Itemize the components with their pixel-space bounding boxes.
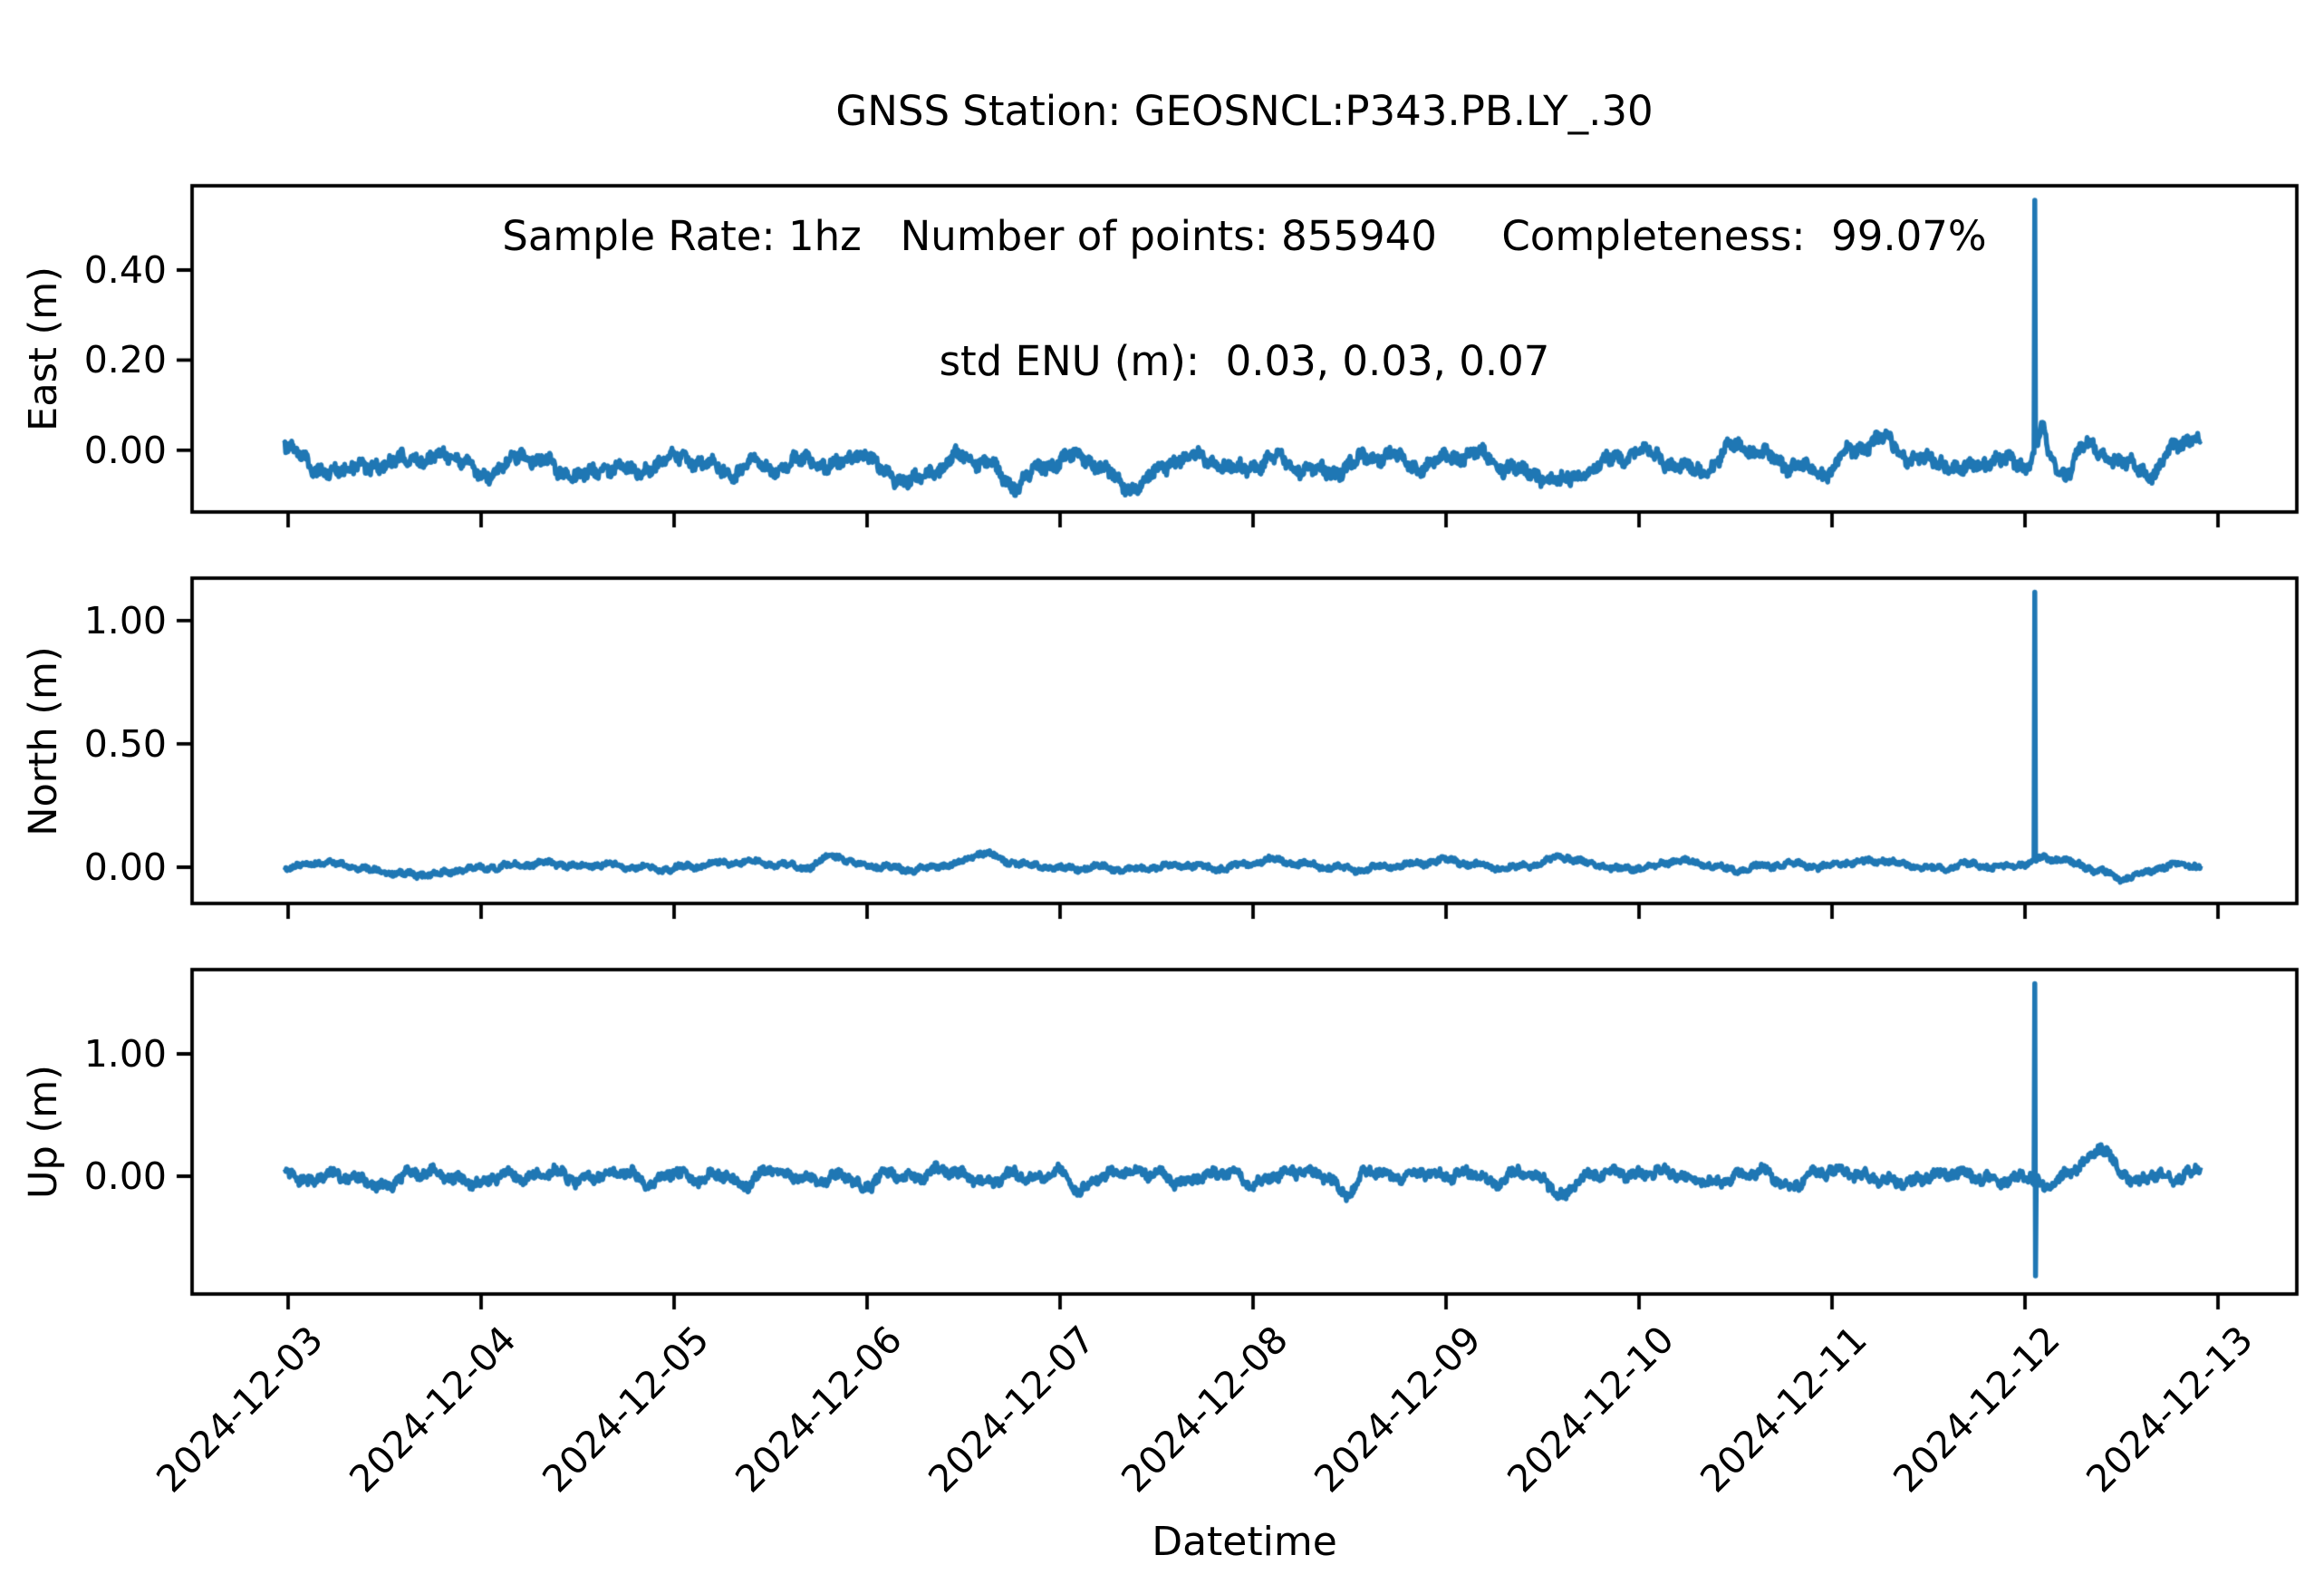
chart-title: GNSS Station: GEOSNCL:P343.PB.LY_.30 Sam… (192, 7, 2297, 466)
y-tick-label: 0.40 (83, 247, 167, 292)
y-tick-label: 0.00 (83, 1154, 167, 1198)
y-tick-label: 0.50 (83, 721, 167, 766)
title-line-std-enu: std ENU (m): 0.03, 0.03, 0.07 (939, 337, 1550, 385)
y-tick-label: 1.00 (83, 598, 167, 642)
xlabel-datetime: Datetime (1152, 1519, 1337, 1565)
y-tick-label: 0.00 (83, 428, 167, 472)
y-tick-label: 1.00 (83, 1032, 167, 1076)
y-tick-label: 0.00 (83, 845, 167, 889)
ylabel-up: Up (m) (21, 1065, 66, 1199)
title-line-stats: Sample Rate: 1hz Number of points: 85594… (502, 212, 1987, 260)
y-tick-label: 0.20 (83, 338, 167, 382)
title-line-station: GNSS Station: GEOSNCL:P343.PB.LY_.30 (835, 87, 1654, 135)
